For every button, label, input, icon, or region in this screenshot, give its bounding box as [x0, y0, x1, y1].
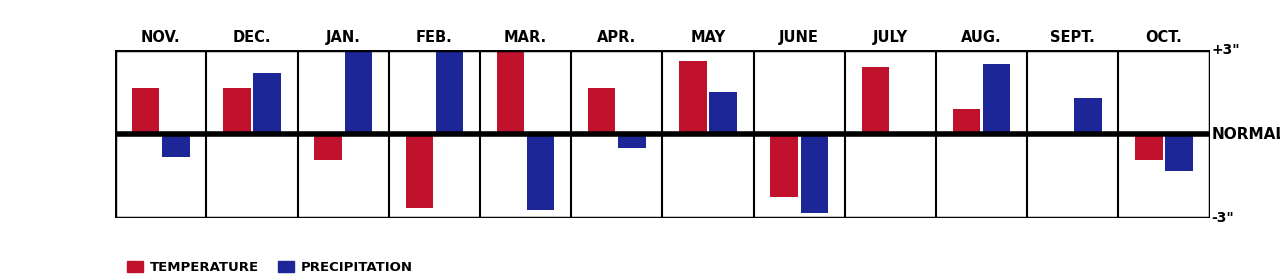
Bar [344, 50, 372, 134]
Bar [163, 134, 189, 157]
Bar [1165, 134, 1193, 171]
Bar [1135, 134, 1162, 160]
Bar [588, 88, 616, 134]
Bar [983, 64, 1010, 134]
Bar [406, 134, 433, 208]
Bar [253, 73, 280, 134]
Bar [315, 134, 342, 160]
Bar [709, 92, 737, 134]
Legend: TEMPERATURE, PRECIPITATION: TEMPERATURE, PRECIPITATION [122, 255, 419, 279]
Bar [435, 50, 463, 134]
Text: +3": +3" [1211, 43, 1240, 57]
Bar [132, 88, 160, 134]
Bar [800, 134, 828, 213]
Bar [771, 134, 797, 197]
Bar [618, 134, 645, 148]
Text: -3": -3" [1211, 211, 1234, 225]
Text: NORMAL: NORMAL [1211, 127, 1280, 142]
Bar [1074, 98, 1102, 134]
Bar [861, 67, 890, 134]
Bar [527, 134, 554, 210]
Bar [952, 109, 980, 134]
Bar [497, 50, 525, 134]
Bar [223, 88, 251, 134]
Bar [680, 61, 707, 134]
